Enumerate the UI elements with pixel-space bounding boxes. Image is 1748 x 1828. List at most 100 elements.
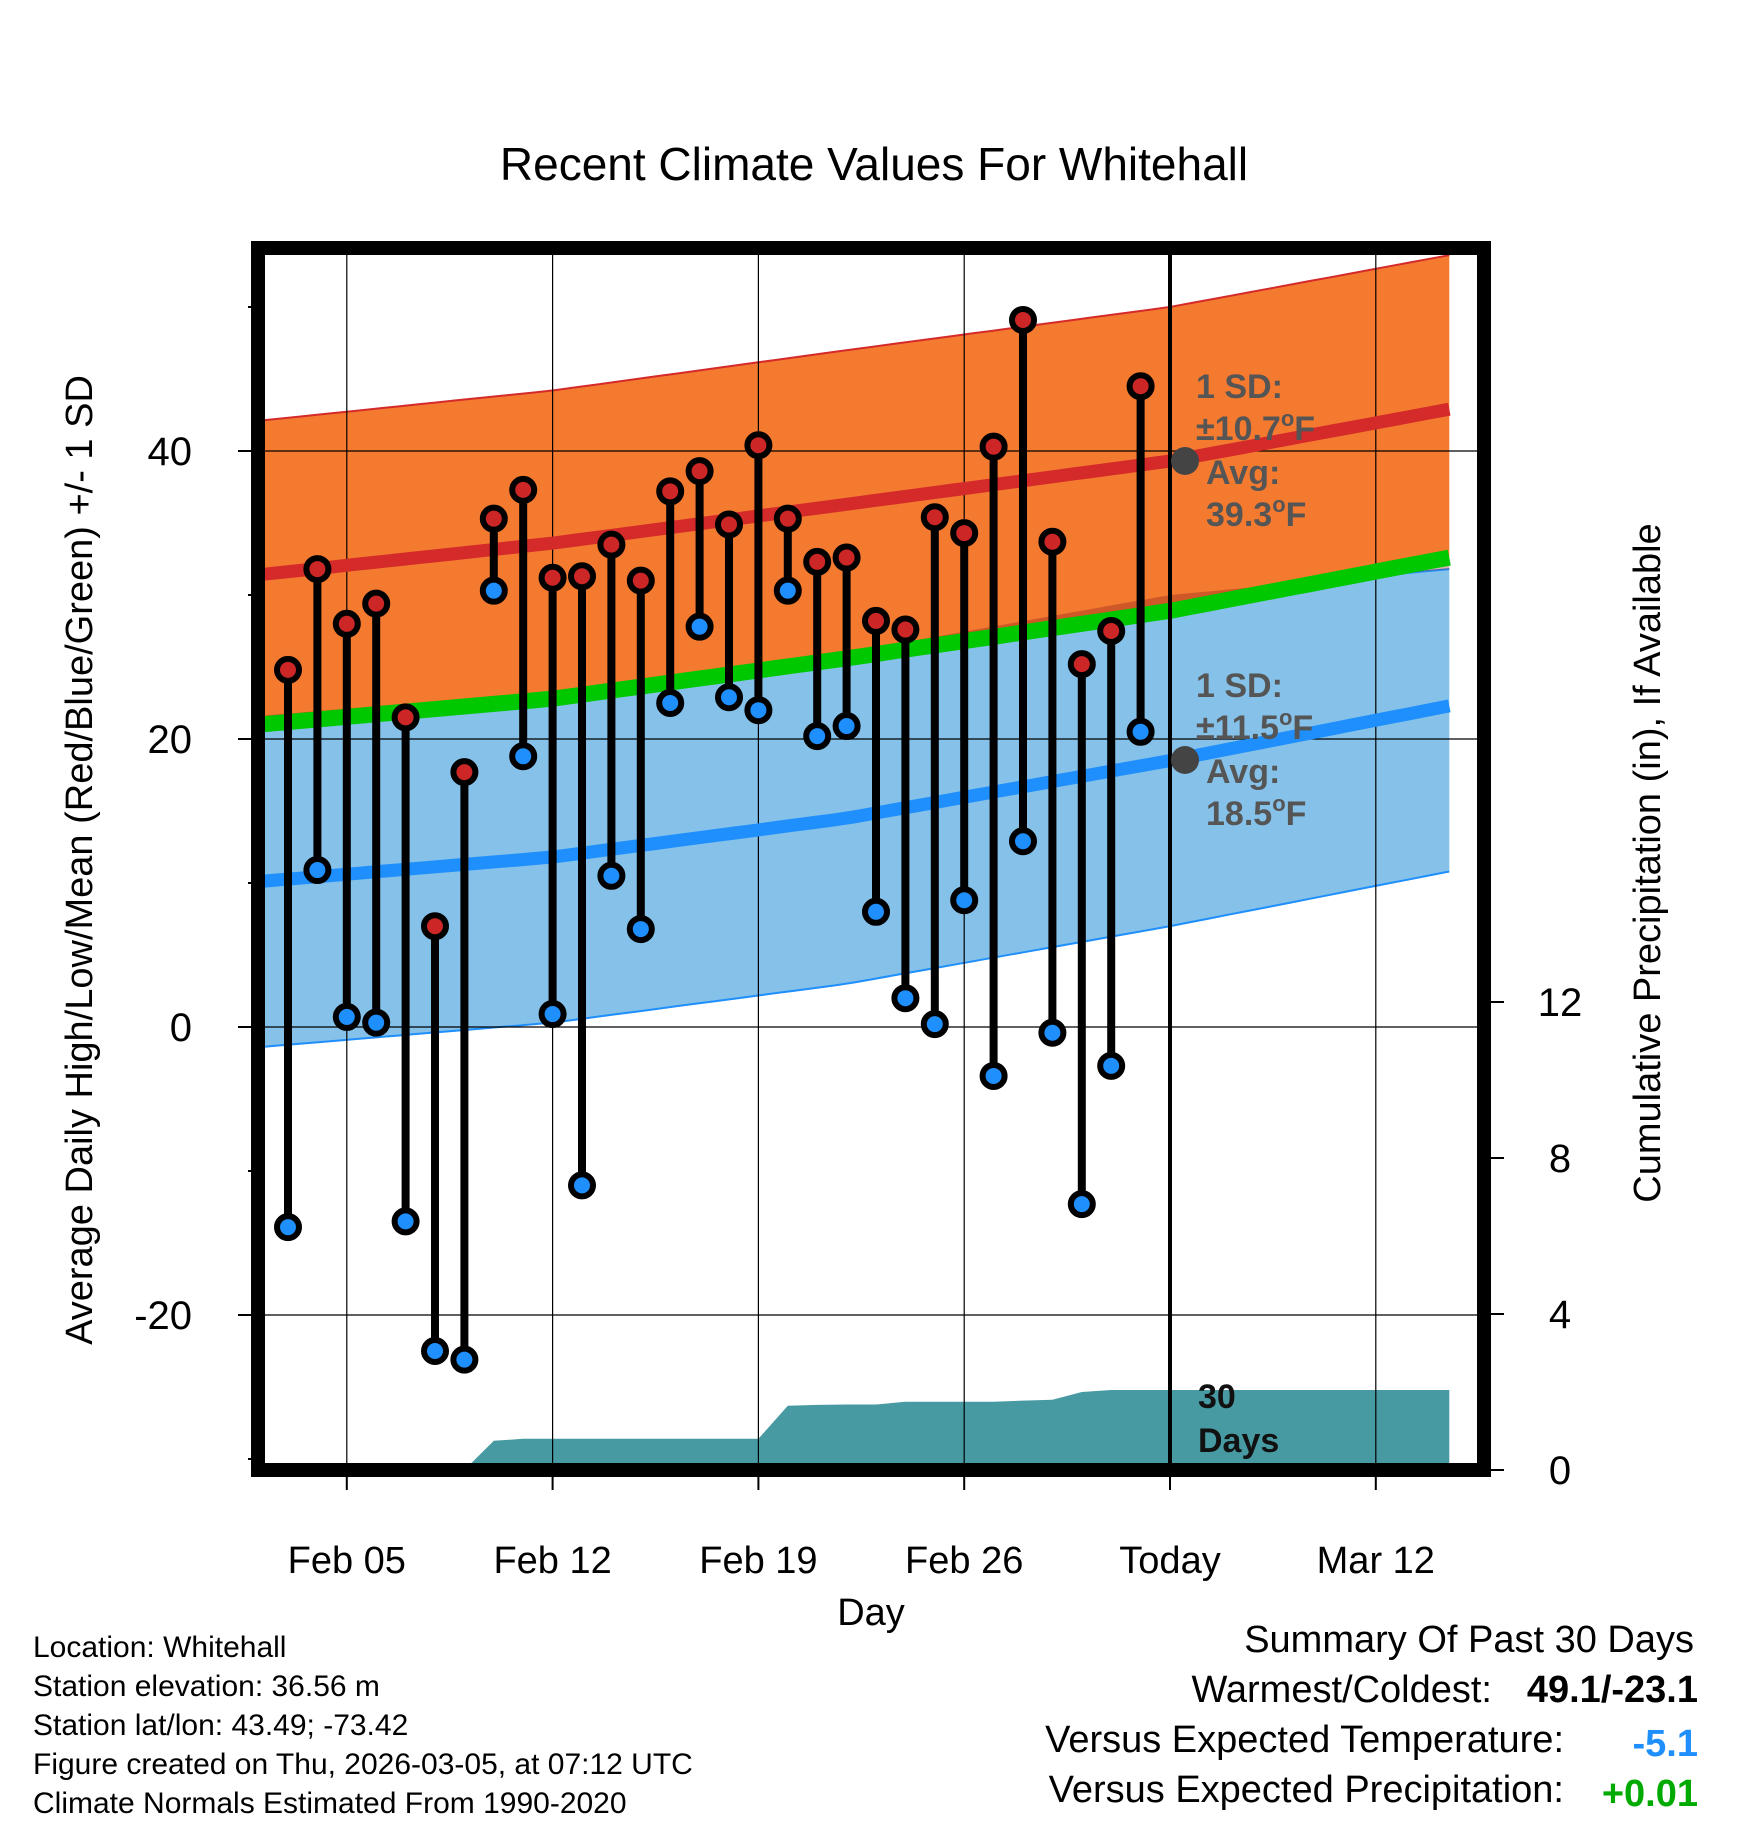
- high-point: [568, 562, 596, 591]
- y2-axis-label: Cumulative Precipitation (in), If Availa…: [1627, 523, 1669, 1202]
- x-tick-label: Today: [1119, 1540, 1220, 1582]
- low-avg-label: Avg:: [1206, 753, 1280, 791]
- low-point: [1038, 1018, 1067, 1047]
- info-location: Location: Whitehall: [33, 1631, 286, 1664]
- low-point: [362, 1008, 391, 1037]
- y-tick-label: 20: [148, 718, 193, 762]
- high-point: [1067, 650, 1096, 679]
- low-sd-value: ±11.5oF: [1196, 705, 1313, 747]
- x-tick-label: Feb 12: [493, 1540, 611, 1582]
- high-point: [744, 431, 773, 460]
- low-point: [1067, 1190, 1096, 1219]
- high-point: [715, 510, 743, 539]
- high-normal-line: [258, 402, 1451, 582]
- info-latlon: Station lat/lon: 43.49; -73.42: [33, 1709, 408, 1742]
- low-point: [1009, 827, 1037, 856]
- high-point: [891, 615, 920, 644]
- low-point: [509, 742, 538, 771]
- summary-temp-label: Versus Expected Temperature:: [1045, 1719, 1564, 1761]
- high-point: [832, 543, 861, 572]
- mean-normal-line: [258, 549, 1451, 733]
- high-sd-value: ±10.7oF: [1196, 406, 1315, 448]
- summary-warmest-value: 49.1/-23.1: [1527, 1669, 1698, 1711]
- low-point: [891, 984, 920, 1013]
- low-point: [979, 1061, 1008, 1090]
- low-point: [391, 1207, 420, 1236]
- low-normal-annotation: 1 SD: ±11.5oF Avg: 18.5oF: [1171, 667, 1313, 833]
- precip-days-number: 30: [1198, 1378, 1236, 1416]
- x-tick-label: Mar 12: [1317, 1540, 1435, 1582]
- low-point: [626, 915, 655, 944]
- low-sd-lower-edge: [258, 870, 1450, 1049]
- low-point: [1097, 1051, 1126, 1080]
- high-point: [362, 589, 391, 618]
- high-normal-annotation: 1 SD: ±10.7oF Avg: 39.3oF: [1171, 368, 1315, 534]
- high-point: [979, 432, 1008, 461]
- y2-tick-label: 12: [1538, 981, 1583, 1025]
- high-point: [950, 519, 979, 548]
- low-point: [1126, 717, 1155, 746]
- high-point: [332, 609, 361, 638]
- summary-warmest-label: Warmest/Coldest:: [1191, 1669, 1492, 1711]
- low-point: [920, 1010, 949, 1039]
- high-point: [1009, 305, 1037, 334]
- info-normals: Climate Normals Estimated From 1990-2020: [33, 1787, 627, 1820]
- axes: Feb 05 Feb 12 Feb 19 Feb 26 Today Mar 12 -20 0 2…: [134, 306, 1583, 1582]
- summary-panel: Summary Of Past 30 Days Warmest/Coldest:…: [1045, 1619, 1698, 1815]
- high-point: [479, 504, 508, 533]
- low-normal-line: [258, 699, 1451, 889]
- daily-stems: [284, 319, 1145, 1360]
- high-point: [391, 703, 420, 732]
- daily-points: [274, 305, 1155, 1374]
- high-point: [685, 457, 714, 486]
- low-avg-value: 18.5oF: [1206, 791, 1306, 833]
- high-avg-label: Avg:: [1206, 454, 1280, 492]
- high-avg-value: 39.3oF: [1206, 492, 1306, 534]
- band-overlap: [258, 563, 1450, 729]
- high-point: [538, 563, 567, 592]
- precip-fill: [464, 1390, 1450, 1470]
- high-point: [1126, 372, 1155, 401]
- low-point: [715, 683, 743, 712]
- y-tick-label: 0: [170, 1006, 192, 1050]
- low-point: [950, 886, 979, 915]
- info-created: Figure created on Thu, 2026-03-05, at 07…: [33, 1748, 693, 1781]
- high-point: [450, 758, 479, 787]
- plot-area: [258, 248, 1484, 1470]
- high-avg-marker: [1171, 447, 1199, 475]
- low-point: [538, 1000, 567, 1029]
- y2-tick-label: 8: [1549, 1137, 1571, 1181]
- x-tick-label: Feb 26: [905, 1540, 1023, 1582]
- low-point: [568, 1171, 596, 1200]
- high-point: [509, 475, 538, 504]
- summary-precip-label: Versus Expected Precipitation:: [1049, 1769, 1564, 1811]
- high-point: [803, 547, 832, 576]
- y2-tick-label: 4: [1549, 1293, 1571, 1337]
- low-point: [773, 576, 802, 605]
- normal-lines: [258, 402, 1451, 889]
- low-point: [685, 612, 714, 641]
- low-point: [303, 856, 332, 885]
- y-axis-label: Average Daily High/Low/Mean (Red/Blue/Gr…: [59, 375, 101, 1345]
- low-point: [832, 712, 861, 741]
- y2-tick-label: 0: [1549, 1449, 1571, 1493]
- x-tick-label: Feb 05: [288, 1540, 406, 1582]
- high-point: [862, 606, 890, 635]
- high-point: [421, 912, 449, 941]
- low-sd-label: 1 SD:: [1196, 667, 1283, 705]
- high-sd-upper-edge: [258, 254, 1450, 422]
- low-point: [656, 689, 685, 717]
- high-sd-label: 1 SD:: [1196, 368, 1283, 406]
- low-point: [450, 1345, 479, 1374]
- precipitation-area: [464, 1390, 1450, 1470]
- summary-precip-value: +0.01: [1602, 1773, 1698, 1815]
- high-point: [1038, 527, 1067, 556]
- precip-window-annotation: 30 Days: [1198, 1378, 1279, 1460]
- low-point: [332, 1002, 361, 1031]
- low-point: [274, 1213, 302, 1242]
- high-point: [773, 504, 802, 533]
- high-point: [1097, 617, 1126, 645]
- plot-frame: [251, 241, 1491, 1477]
- high-point: [303, 555, 332, 584]
